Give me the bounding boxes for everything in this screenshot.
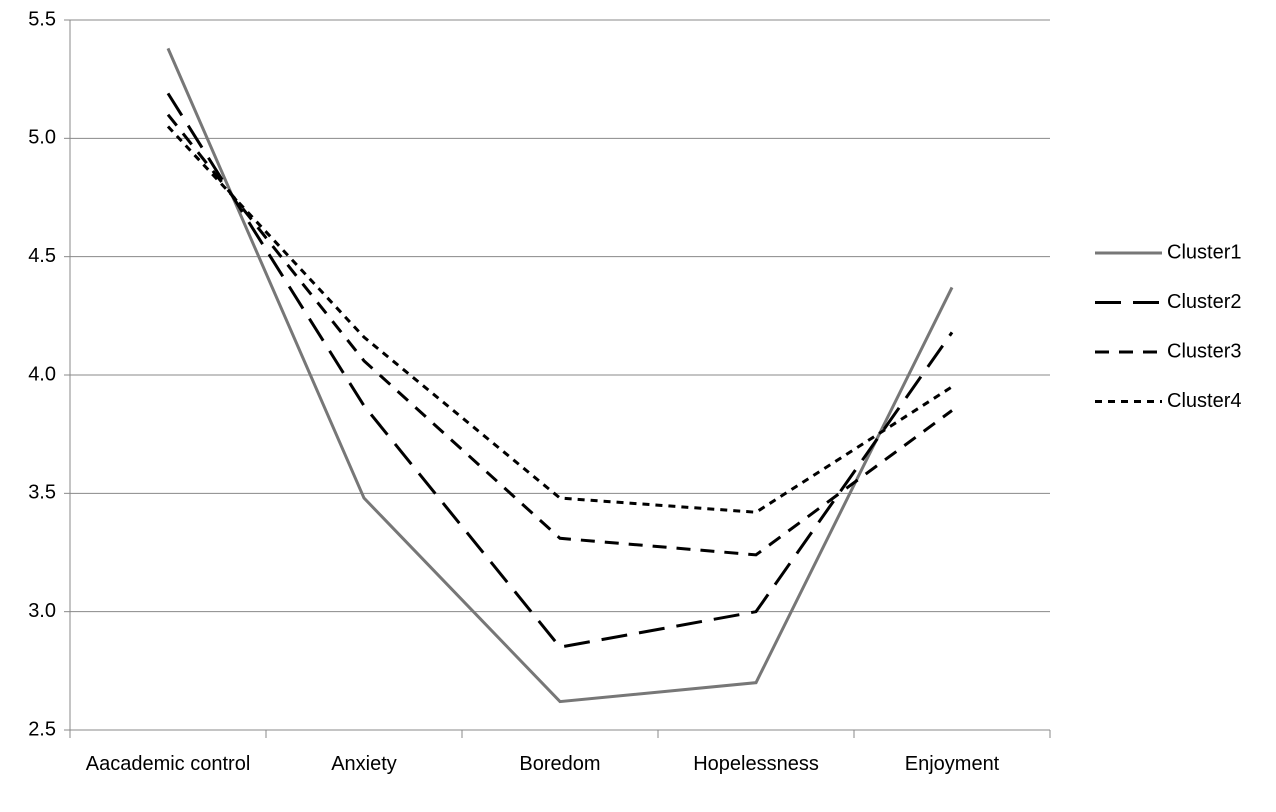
y-tick-label: 2.5 — [28, 718, 56, 740]
y-tick-label: 5.0 — [28, 127, 56, 149]
series-line — [166, 92, 954, 649]
x-tick-label: Hopelessness — [693, 753, 819, 775]
y-tick-label: 4.0 — [28, 363, 56, 385]
legend-label: Cluster4 — [1167, 390, 1241, 412]
x-tick-label: Aacademic control — [85, 753, 251, 775]
legend-label: Cluster1 — [1167, 241, 1241, 263]
legend-label: Cluster3 — [1167, 340, 1241, 362]
x-tick-label: Boredom — [519, 753, 601, 775]
y-tick-label: 4.5 — [28, 245, 56, 267]
x-tick-label: Enjoyment — [904, 753, 1000, 775]
y-tick-label: 3.5 — [28, 482, 56, 504]
series-line — [166, 113, 953, 557]
y-tick-label: 5.5 — [28, 8, 56, 30]
y-tick-label: 3.0 — [28, 600, 56, 622]
series-line — [166, 47, 954, 704]
legend-label: Cluster2 — [1167, 291, 1241, 313]
x-tick-label: Anxiety — [331, 753, 397, 775]
